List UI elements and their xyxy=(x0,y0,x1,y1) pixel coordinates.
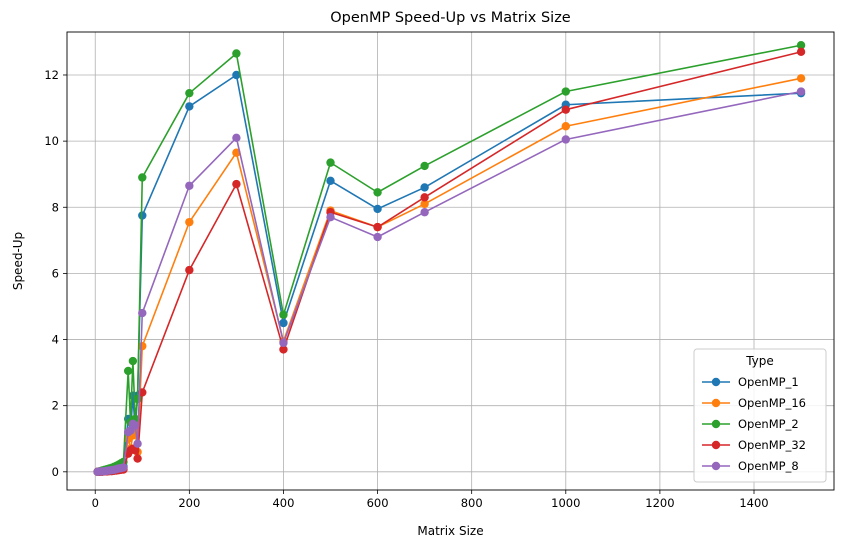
data-point xyxy=(138,341,147,351)
y-tick-label: 8 xyxy=(52,200,59,214)
data-point xyxy=(420,161,429,171)
plot-frame xyxy=(66,31,835,491)
data-point xyxy=(128,356,138,366)
data-point xyxy=(279,310,288,319)
data-point xyxy=(279,318,288,328)
x-tick-label: 1400 xyxy=(739,496,768,510)
legend-label: OpenMP_8 xyxy=(738,459,799,473)
data-point xyxy=(279,345,288,354)
data-point xyxy=(185,265,194,275)
data-point xyxy=(373,222,382,232)
y-tick-label: 4 xyxy=(52,333,59,347)
data-point xyxy=(561,105,570,114)
legend-item: OpenMP_32 xyxy=(702,438,806,452)
y-tick-label: 2 xyxy=(52,399,59,413)
data-point xyxy=(796,74,806,83)
data-point xyxy=(420,208,429,217)
data-point xyxy=(373,188,382,197)
data-point xyxy=(133,439,142,448)
legend-item: OpenMP_8 xyxy=(702,459,799,473)
data-point xyxy=(373,204,382,214)
data-point xyxy=(796,47,806,57)
legend: Type OpenMP_1OpenMP_16OpenMP_2OpenMP_32O… xyxy=(693,348,827,483)
y-tick-label: 0 xyxy=(52,465,59,479)
legend-title: Type xyxy=(745,354,774,368)
data-point xyxy=(185,217,194,227)
data-point xyxy=(561,135,570,144)
x-tick-label: 1200 xyxy=(645,496,674,510)
data-point xyxy=(232,179,241,189)
data-point xyxy=(232,148,241,157)
x-tick-label: 200 xyxy=(178,496,200,510)
legend-item: OpenMP_2 xyxy=(702,417,799,431)
data-point xyxy=(420,183,429,192)
data-point xyxy=(326,176,335,186)
data-point xyxy=(123,366,133,376)
y-tick-label: 6 xyxy=(52,266,59,280)
data-point xyxy=(232,70,241,80)
data-point xyxy=(133,454,142,463)
x-tick-label: 600 xyxy=(367,496,389,510)
legend-label: OpenMP_32 xyxy=(738,438,806,452)
data-point xyxy=(138,173,147,182)
data-point xyxy=(326,212,335,222)
series-layer xyxy=(93,41,806,477)
legend-label: OpenMP_2 xyxy=(738,417,799,431)
data-point xyxy=(279,338,288,348)
y-axis-label: Speed-Up xyxy=(11,232,25,290)
x-axis-ticks: 0 200 400 600 800 1000 1200 1400 xyxy=(92,490,769,510)
legend-marker xyxy=(711,440,721,450)
legend-marker xyxy=(711,398,721,408)
x-tick-label: 800 xyxy=(461,496,483,510)
data-point xyxy=(138,308,147,318)
data-point xyxy=(420,193,429,202)
data-point xyxy=(561,122,570,131)
legend-label: OpenMP_1 xyxy=(738,375,799,389)
legend-marker xyxy=(711,377,721,387)
data-point xyxy=(185,181,194,190)
legend-marker xyxy=(711,461,721,471)
data-point xyxy=(185,102,194,111)
data-point xyxy=(326,158,335,167)
x-axis-label: Matrix Size xyxy=(417,524,483,538)
y-tick-label: 12 xyxy=(44,68,59,82)
data-point xyxy=(232,49,241,58)
x-tick-label: 400 xyxy=(272,496,294,510)
data-point xyxy=(138,211,147,220)
data-point xyxy=(185,88,194,98)
data-point xyxy=(420,199,429,209)
legend-items: OpenMP_1 OpenMP_16 OpenMP_2 OpenMP_32 OpenMP… xyxy=(702,375,806,473)
legend-marker xyxy=(711,419,721,429)
x-tick-label: 1000 xyxy=(551,496,580,510)
data-point xyxy=(232,133,241,143)
legend-item: OpenMP_16 xyxy=(702,396,806,410)
data-point xyxy=(119,463,128,472)
data-point xyxy=(131,421,140,430)
y-axis-ticks: 0 2 4 6 8 10 12 xyxy=(44,68,67,479)
data-point xyxy=(796,87,806,96)
y-tick-label: 10 xyxy=(44,134,59,148)
data-point xyxy=(373,232,382,242)
legend-label: OpenMP_16 xyxy=(738,396,806,410)
data-point xyxy=(561,87,570,96)
data-point xyxy=(131,446,140,455)
x-tick-label: 0 xyxy=(92,496,99,510)
data-point xyxy=(796,41,806,50)
chart-title: OpenMP Speed-Up vs Matrix Size xyxy=(330,10,571,26)
legend-item: OpenMP_1 xyxy=(702,375,799,389)
series-OpenMP_8 xyxy=(93,87,806,477)
